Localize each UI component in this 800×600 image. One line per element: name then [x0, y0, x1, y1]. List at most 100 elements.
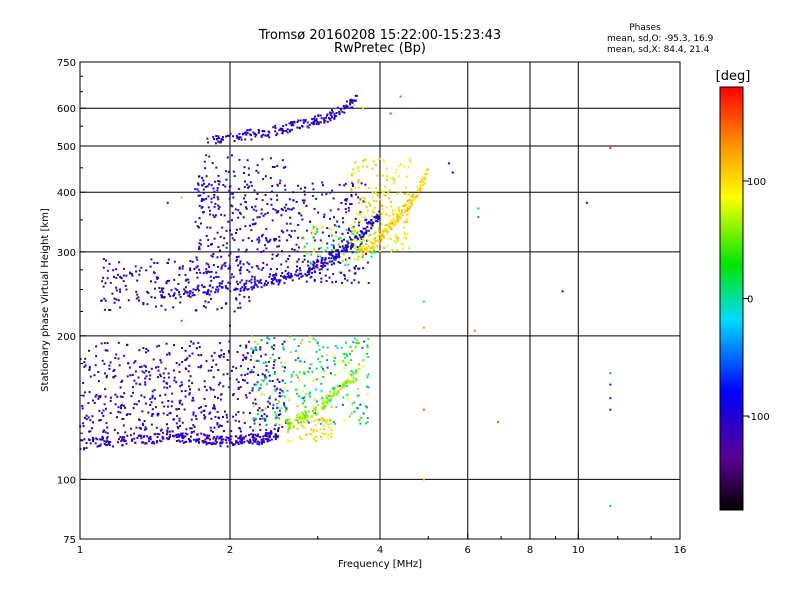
- data-point: [257, 128, 260, 131]
- data-point: [124, 431, 127, 434]
- data-point: [114, 357, 117, 360]
- data-point: [274, 417, 277, 420]
- data-point: [246, 288, 249, 291]
- data-point: [318, 268, 321, 271]
- data-point: [205, 197, 208, 200]
- data-point: [355, 372, 358, 374]
- data-point: [292, 207, 295, 210]
- data-point: [299, 187, 302, 190]
- data-point: [249, 371, 252, 374]
- data-point: [384, 228, 387, 230]
- data-point: [371, 245, 374, 248]
- data-point: [297, 357, 300, 360]
- data-point: [331, 418, 334, 421]
- data-point: [418, 187, 421, 190]
- data-point: [314, 265, 317, 268]
- data-point: [261, 409, 264, 412]
- data-point: [102, 258, 105, 260]
- data-point: [339, 236, 342, 239]
- data-point: [119, 288, 121, 291]
- data-point: [251, 442, 254, 445]
- data-point: [410, 195, 413, 198]
- data-point: [251, 417, 254, 420]
- data-point: [259, 417, 262, 420]
- data-point: [197, 440, 200, 443]
- data-point: [189, 290, 192, 293]
- data-point: [187, 370, 190, 373]
- data-point: [353, 266, 356, 269]
- data-point: [103, 308, 106, 311]
- data-point: [346, 240, 349, 243]
- data-point: [279, 179, 282, 182]
- data-point: [329, 399, 332, 402]
- data-point: [309, 261, 312, 264]
- data-point: [365, 406, 368, 409]
- data-point: [283, 184, 286, 187]
- data-point: [393, 213, 396, 216]
- data-point: [251, 388, 254, 390]
- data-point: [244, 394, 247, 397]
- data-point: [253, 422, 256, 425]
- data-point: [108, 364, 111, 367]
- data-point: [225, 441, 228, 444]
- data-point: [324, 405, 327, 408]
- data-point: [322, 118, 325, 121]
- data-point: [144, 381, 147, 384]
- data-point: [246, 183, 249, 186]
- data-point: [362, 245, 365, 248]
- data-point: [106, 349, 109, 352]
- data-point: [372, 222, 374, 224]
- data-point: [180, 196, 183, 199]
- data-point: [113, 275, 115, 278]
- data-point: [370, 227, 373, 230]
- data-point: [265, 438, 268, 440]
- data-point: [181, 265, 184, 268]
- data-point: [320, 268, 323, 271]
- data-point: [279, 388, 282, 391]
- data-point: [201, 176, 203, 179]
- data-point: [326, 402, 329, 405]
- data-point: [170, 405, 173, 408]
- data-point: [316, 266, 319, 269]
- data-point: [234, 435, 237, 438]
- data-point: [330, 115, 333, 118]
- data-point: [189, 427, 192, 430]
- data-point: [307, 126, 310, 129]
- data-point: [166, 353, 168, 356]
- data-point: [350, 100, 353, 102]
- data-point: [193, 425, 196, 428]
- data-point: [329, 119, 332, 122]
- data-point: [298, 246, 300, 249]
- data-point: [151, 394, 154, 397]
- data-point: [218, 437, 221, 440]
- data-point: [279, 409, 281, 412]
- data-point: [303, 193, 306, 196]
- data-point: [301, 338, 304, 341]
- data-point: [119, 386, 122, 389]
- data-point: [311, 363, 314, 365]
- data-point: [381, 232, 384, 235]
- data-point: [261, 233, 264, 236]
- data-point: [324, 249, 327, 252]
- data-point: [203, 285, 206, 288]
- data-point: [268, 374, 271, 377]
- data-point: [309, 391, 311, 394]
- data-point: [264, 244, 266, 247]
- data-point: [326, 246, 329, 249]
- data-point: [350, 230, 353, 233]
- data-point: [243, 356, 246, 359]
- data-point: [244, 435, 247, 438]
- data-point: [123, 354, 126, 357]
- data-point: [238, 132, 241, 135]
- data-point: [202, 272, 205, 275]
- data-point: [204, 291, 207, 294]
- data-point: [311, 230, 313, 233]
- data-point: [211, 255, 214, 258]
- data-point: [477, 207, 480, 210]
- data-point: [195, 271, 198, 274]
- data-point: [171, 430, 174, 433]
- data-point: [217, 204, 220, 207]
- data-point: [351, 402, 354, 405]
- data-point: [213, 190, 216, 193]
- data-point: [125, 274, 128, 277]
